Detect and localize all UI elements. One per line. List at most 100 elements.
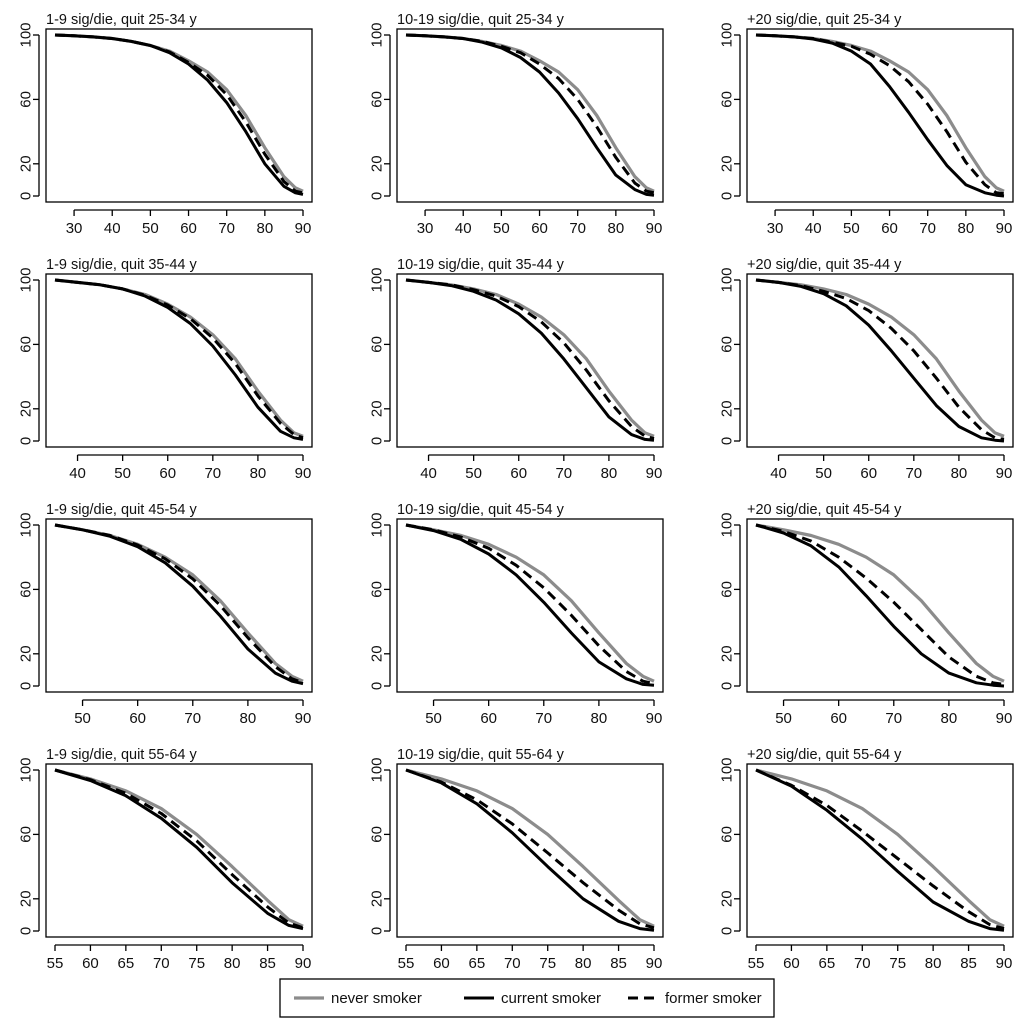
x-tick-label: 70 (555, 465, 572, 482)
legend: never smoker current smoker former smoker (279, 978, 775, 1018)
x-tick-label: 55 (47, 955, 64, 972)
series-line-current (755, 278, 1005, 443)
chart-panel: +20 sig/die, quit 45-54 y 50 60 70 80 90 0 20 60… (719, 502, 1014, 727)
x-tick-label: 90 (295, 220, 312, 237)
x-tick-label: 90 (996, 465, 1013, 482)
legend-label: current smoker (501, 990, 601, 1007)
y-tick-label: 100 (18, 267, 35, 292)
x-tick-label: 65 (819, 955, 836, 972)
y-tick-label: 100 (719, 512, 736, 537)
chart-panel: +20 sig/die, quit 25-34 y 30 40 50 60 70 80 90 0… (719, 12, 1014, 237)
panel-title: +20 sig/die, quit 35-44 y (747, 257, 902, 273)
x-tick-label: 50 (775, 710, 792, 727)
x-tick-label: 80 (608, 220, 625, 237)
y-tick-label: 20 (369, 155, 386, 172)
x-tick-label: 70 (184, 710, 201, 727)
series-line-current (54, 523, 304, 686)
x-axis: 40 50 60 70 80 90 (69, 454, 312, 482)
x-tick-label: 50 (425, 710, 442, 727)
x-tick-label: 90 (996, 955, 1013, 972)
x-tick-label: 50 (74, 710, 91, 727)
chart-panel: 10-19 sig/die, quit 25-34 y 30 40 50 60 70 80 9… (369, 12, 664, 237)
y-tick-label: 20 (719, 155, 736, 172)
x-tick-label: 70 (905, 465, 922, 482)
x-tick-label: 60 (510, 465, 527, 482)
y-tick-label: 0 (369, 192, 386, 200)
x-tick-label: 30 (767, 220, 784, 237)
y-tick-label: 0 (18, 682, 35, 690)
panel-title: 1-9 sig/die, quit 45-54 y (46, 502, 197, 518)
x-tick-label: 70 (535, 710, 552, 727)
x-tick-label: 80 (224, 955, 241, 972)
series-line-never (405, 523, 655, 683)
x-tick-label: 70 (218, 220, 235, 237)
y-tick-label: 20 (18, 645, 35, 662)
x-tick-label: 80 (951, 465, 968, 482)
panel-title: +20 sig/die, quit 55-64 y (747, 747, 902, 763)
y-tick-label: 60 (719, 336, 736, 353)
chart-panel: 10-19 sig/die, quit 45-54 y 50 60 70 80 90 0 20… (369, 502, 664, 727)
y-axis: 0 20 60 100 (369, 267, 391, 445)
x-tick-label: 40 (69, 465, 86, 482)
series-line-former (54, 278, 304, 440)
y-tick-label: 100 (719, 757, 736, 782)
x-tick-label: 85 (259, 955, 276, 972)
y-axis: 0 20 60 100 (18, 757, 40, 935)
series-line-former (405, 278, 655, 441)
panel-title: 10-19 sig/die, quit 55-64 y (397, 747, 565, 763)
series-line-never (755, 768, 1005, 928)
x-tick-label: 90 (996, 710, 1013, 727)
x-tick-label: 40 (104, 220, 121, 237)
y-tick-label: 100 (18, 22, 35, 47)
x-tick-label: 40 (455, 220, 472, 237)
y-tick-label: 20 (369, 400, 386, 417)
x-tick-label: 70 (504, 955, 521, 972)
y-tick-label: 60 (369, 826, 386, 843)
x-axis: 30 40 50 60 70 80 90 (417, 209, 662, 237)
legend-label: never smoker (331, 990, 422, 1007)
y-tick-label: 60 (719, 826, 736, 843)
series-line-never (405, 768, 655, 928)
panel-title: 1-9 sig/die, quit 55-64 y (46, 747, 197, 763)
series-line-current (755, 768, 1005, 932)
plot-frame (746, 518, 1014, 693)
x-axis: 50 60 70 80 90 (74, 699, 311, 727)
x-tick-label: 50 (493, 220, 510, 237)
y-tick-label: 60 (369, 91, 386, 108)
x-tick-label: 60 (433, 955, 450, 972)
chart-panel: 1-9 sig/die, quit 35-44 y 40 50 60 70 80 90 0 20… (18, 257, 313, 482)
x-tick-label: 50 (843, 220, 860, 237)
plot-frame (396, 28, 664, 203)
y-tick-label: 20 (18, 890, 35, 907)
x-tick-label: 80 (601, 465, 618, 482)
series-line-current (54, 278, 304, 441)
y-tick-label: 0 (719, 927, 736, 935)
legend-box (279, 978, 775, 1018)
x-tick-label: 65 (469, 955, 486, 972)
y-tick-label: 60 (719, 91, 736, 108)
x-tick-label: 30 (66, 220, 83, 237)
series-line-current (755, 33, 1005, 198)
x-tick-label: 80 (958, 220, 975, 237)
panel-title: 10-19 sig/die, quit 35-44 y (397, 257, 565, 273)
series-line-former (54, 33, 304, 195)
y-tick-label: 60 (369, 336, 386, 353)
x-tick-label: 40 (770, 465, 787, 482)
series-line-current (405, 33, 655, 197)
plot-frame (396, 518, 664, 693)
x-tick-label: 60 (860, 465, 877, 482)
plot-frame (45, 763, 313, 938)
x-tick-label: 60 (129, 710, 146, 727)
chart-panel: 10-19 sig/die, quit 55-64 y 55 60 65 70 75 80 8… (369, 747, 664, 972)
x-tick-label: 50 (142, 220, 159, 237)
y-tick-label: 0 (18, 927, 35, 935)
x-tick-label: 80 (591, 710, 608, 727)
y-tick-label: 20 (719, 890, 736, 907)
x-tick-label: 90 (295, 465, 312, 482)
y-tick-label: 20 (18, 400, 35, 417)
plot-frame (396, 273, 664, 448)
y-axis: 0 20 60 100 (369, 512, 391, 690)
x-axis: 50 60 70 80 90 (425, 699, 662, 727)
x-tick-label: 60 (180, 220, 197, 237)
x-tick-label: 75 (539, 955, 556, 972)
